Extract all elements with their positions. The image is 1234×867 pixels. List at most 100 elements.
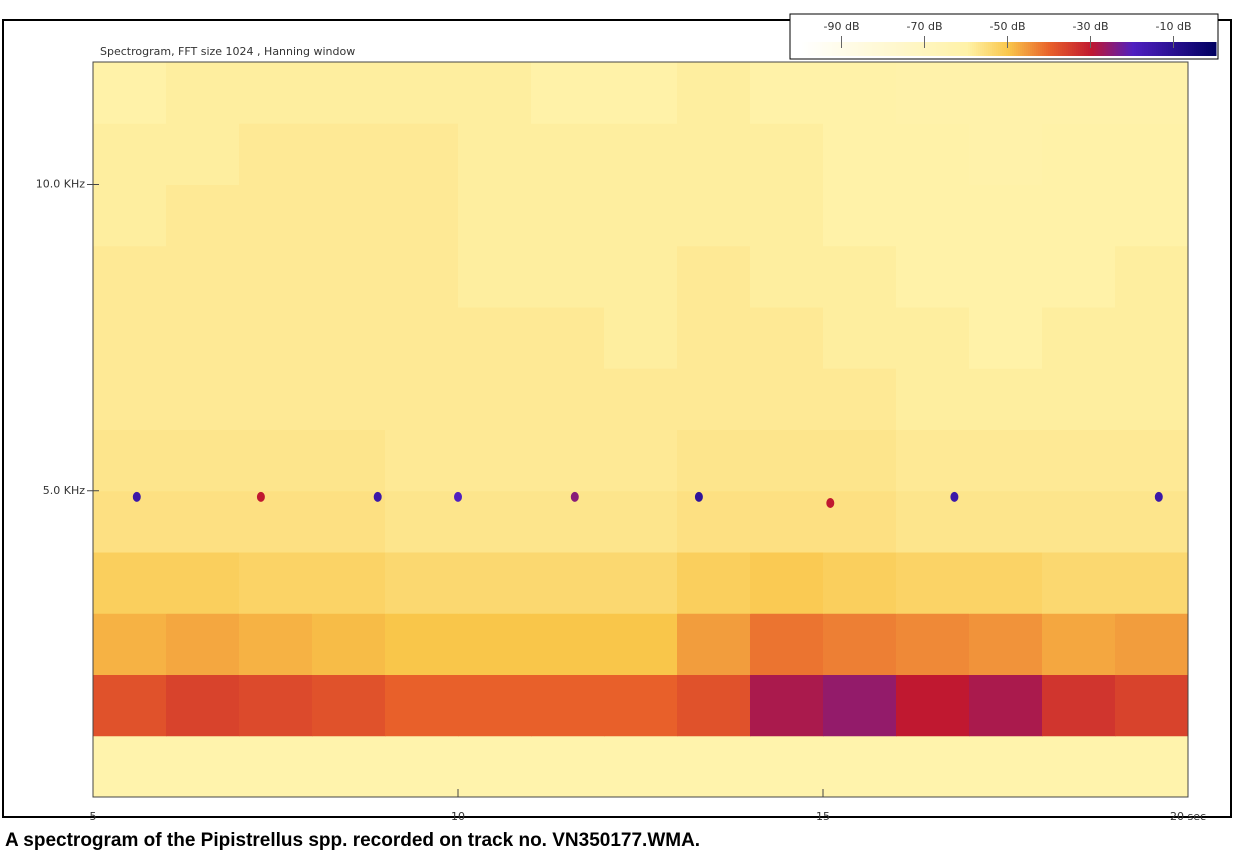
colorbar-swatch [946,42,949,56]
colorbar-swatch [850,42,853,56]
spectrogram-cell [604,613,678,675]
spectrogram-cell [166,674,240,737]
spectrogram-cell [969,552,1043,614]
colorbar-swatch [952,42,955,56]
spectrogram-cell [677,490,751,553]
spectrogram-cell [93,123,167,185]
colorbar-swatch [1020,42,1023,56]
colorbar-swatch [968,42,971,56]
spectrogram-cell [604,674,678,737]
colorbar-swatch [986,42,989,56]
colorbar-swatch [1124,42,1127,56]
colorbar-swatch [1066,42,1069,56]
colorbar-swatch [984,42,987,56]
spectrogram-cell [312,245,386,308]
colorbar-swatch [868,42,871,56]
colorbar-swatch [1098,42,1101,56]
call-pulse [570,491,579,502]
colorbar-swatch [1154,42,1157,56]
colorbar-swatch [822,42,825,56]
spectrogram-cell [823,735,897,798]
spectrogram-cell [896,62,970,124]
call-pulse [826,498,835,508]
colorbar-swatch [908,42,911,56]
spectrogram-cell [531,735,605,798]
spectrogram-cell [1115,245,1189,308]
colorbar-swatch [1152,42,1155,56]
spectrogram-cell [677,62,751,124]
colorbar-swatch [864,42,867,56]
colorbar-swatch [1104,42,1107,56]
colorbar-swatch [844,42,847,56]
spectrogram-cell [896,674,970,737]
colorbar-swatch [1210,42,1213,56]
call-pulse [132,491,141,502]
colorbar-swatch [1080,42,1083,56]
colorbar-swatch [1002,42,1005,56]
spectrogram-cell [458,184,532,247]
colorbar-swatch [1202,42,1205,56]
colorbar-swatch [1034,42,1037,56]
spectrogram-cell [896,490,970,553]
colorbar-swatch [804,42,807,56]
colorbar-swatch [1200,42,1203,56]
colorbar-swatch [1126,42,1129,56]
colorbar-swatch [1168,42,1171,56]
spectrogram-cell [531,62,605,124]
spectrogram-cell [1042,245,1116,308]
colorbar-swatch [824,42,827,56]
spectrogram-cell [531,674,605,737]
spectrogram-cell [969,735,1043,798]
spectrogram-cell [677,184,751,247]
spectrogram-cell [750,735,824,798]
spectrogram-cell [677,735,751,798]
colorbar-swatch [1016,42,1019,56]
colorbar-swatch [1058,42,1061,56]
colorbar-swatch [926,42,929,56]
spectrogram-cell [93,184,167,247]
caption: A spectrogram of the Pipistrellus spp. r… [5,830,700,851]
spectrogram-cell [385,245,459,308]
x-tick-label: 10 [451,810,465,823]
spectrogram-cell [385,62,459,124]
colorbar-swatch [1106,42,1109,56]
spectrogram-cell [312,429,386,492]
colorbar-swatch [806,42,809,56]
spectrogram-cell [312,184,386,247]
spectrogram-cell [458,368,532,430]
spectrogram-cell [239,735,313,798]
spectrogram-cell [458,62,532,124]
spectrogram-cell [823,674,897,737]
spectrogram-cell [1042,490,1116,553]
colorbar-swatch [1088,42,1091,56]
colorbar-swatch [872,42,875,56]
spectrogram-cell [1115,490,1189,553]
colorbar-swatch [962,42,965,56]
spectrogram-cell [604,184,678,247]
colorbar-swatch [1114,42,1117,56]
colorbar-label: -50 dB [990,20,1026,33]
colorbar-swatch [1158,42,1161,56]
colorbar-swatch [930,42,933,56]
spectrogram-cell [750,62,824,124]
colorbar-swatch [858,42,861,56]
spectrogram-cell [93,613,167,675]
colorbar-swatch [966,42,969,56]
colorbar-swatch [814,42,817,56]
y-tick-label: 10.0 KHz [36,178,85,191]
colorbar-swatch [894,42,897,56]
colorbar-swatch [888,42,891,56]
colorbar-swatch [848,42,851,56]
spectrogram-cell [969,613,1043,675]
spectrogram-cell [677,368,751,430]
spectrogram-cell [239,552,313,614]
spectrogram-cell [750,490,824,553]
spectrogram-cell [312,307,386,369]
colorbar-swatch [928,42,931,56]
spectrogram-cell [312,490,386,553]
spectrogram-cell [1042,307,1116,369]
spectrogram-cell [604,735,678,798]
spectrogram-cell [312,613,386,675]
spectrogram-cell [677,245,751,308]
spectrogram-cell [823,307,897,369]
